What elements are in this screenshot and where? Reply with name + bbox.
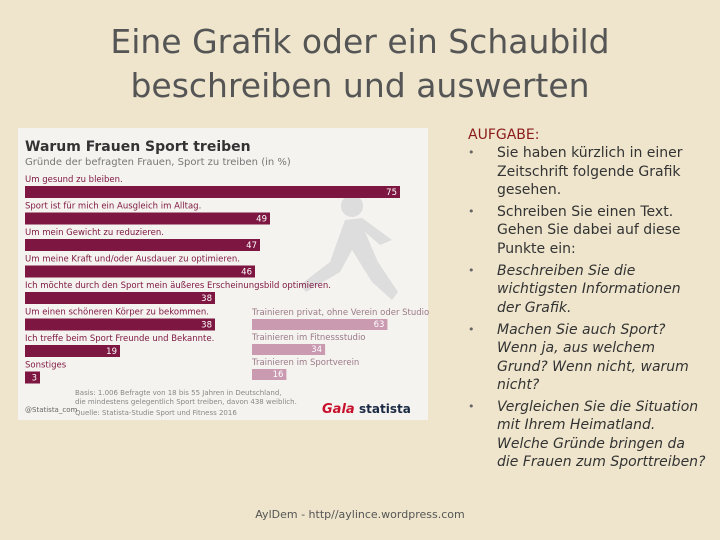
chart-title: Warum Frauen Sport treiben xyxy=(25,139,251,155)
value-label: 38 xyxy=(201,294,212,304)
value-label: 63 xyxy=(374,320,385,330)
brand-logo: statista xyxy=(359,402,411,416)
brand-logo: Gala xyxy=(322,402,355,417)
bar-label: Trainieren privat, ohne Verein oder Stud… xyxy=(251,308,429,318)
bar-label: Um mein Gewicht zu reduzieren. xyxy=(25,228,164,238)
chart-source: Quelle: Statista-Studie Sport und Fitnes… xyxy=(75,409,237,417)
bar-label: Um meine Kraft und/oder Ausdauer zu opti… xyxy=(25,255,240,265)
value-label: 16 xyxy=(273,370,284,380)
bar xyxy=(252,369,287,380)
chart-note: die mindestens gelegentlich Sport treibe… xyxy=(75,398,297,406)
task-item: Machen Sie auch Sport? Wenn ja, aus welc… xyxy=(468,321,708,394)
bar-label: Um einen schöneren Körper zu bekommen. xyxy=(25,308,209,318)
value-label: 47 xyxy=(246,241,257,251)
chart-credit: @Statista_com xyxy=(25,406,77,414)
bar-label: Um gesund zu bleiben. xyxy=(25,175,123,185)
slide-title: Eine Grafik oder ein Schaubild beschreib… xyxy=(0,20,720,108)
value-label: 34 xyxy=(311,345,322,355)
footer: AylDem - http//aylince.wordpress.com xyxy=(255,508,465,521)
task-item: Beschreiben Sie die wichtigsten Informat… xyxy=(468,262,708,317)
bar xyxy=(252,319,388,330)
bar-label: Ich möchte durch den Sport mein äußeres … xyxy=(25,281,331,291)
chart-subtitle: Gründe der befragten Frauen, Sport zu tr… xyxy=(25,157,291,168)
task-item: Schreiben Sie einen Text. Gehen Sie dabe… xyxy=(468,203,708,258)
bar-label: Trainieren im Sportverein xyxy=(251,358,359,368)
task-item: Vergleichen Sie die Situation mit Ihrem … xyxy=(468,398,708,471)
bar xyxy=(25,212,270,225)
bar xyxy=(252,344,326,355)
value-label: 19 xyxy=(106,347,117,357)
bar xyxy=(25,265,255,278)
bar xyxy=(25,345,120,357)
task: AUFGABE: Sie haben kürzlich in einer Zei… xyxy=(468,126,708,475)
title-line: Eine Grafik oder ein Schaubild xyxy=(110,22,610,61)
bar-label: Trainieren im Fitnessstudio xyxy=(251,333,366,343)
bar-label: Sonstiges xyxy=(25,361,67,371)
value-label: 75 xyxy=(386,188,397,198)
runner-figure xyxy=(300,218,398,300)
bar-label: Sport ist für mich ein Ausgleich im Allt… xyxy=(25,202,201,212)
title-line: beschreiben und auswerten xyxy=(130,66,590,105)
chart-note: Basis: 1.006 Befragte von 18 bis 55 Jahr… xyxy=(75,389,282,397)
bar xyxy=(25,239,260,251)
value-label: 49 xyxy=(256,215,267,225)
bar xyxy=(25,371,40,384)
task-list: Sie haben kürzlich in einer Zeitschrift … xyxy=(468,144,708,471)
value-label: 46 xyxy=(241,268,252,278)
value-label: 3 xyxy=(32,374,37,384)
bar xyxy=(25,186,400,198)
runner-figure xyxy=(341,195,363,217)
task-heading: AUFGABE: xyxy=(468,127,540,143)
bar-label: Ich treffe beim Sport Freunde und Bekann… xyxy=(25,334,214,344)
bar xyxy=(25,292,215,304)
value-label: 38 xyxy=(201,321,212,331)
task-item: Sie haben kürzlich in einer Zeitschrift … xyxy=(468,144,708,199)
bar xyxy=(25,318,215,331)
